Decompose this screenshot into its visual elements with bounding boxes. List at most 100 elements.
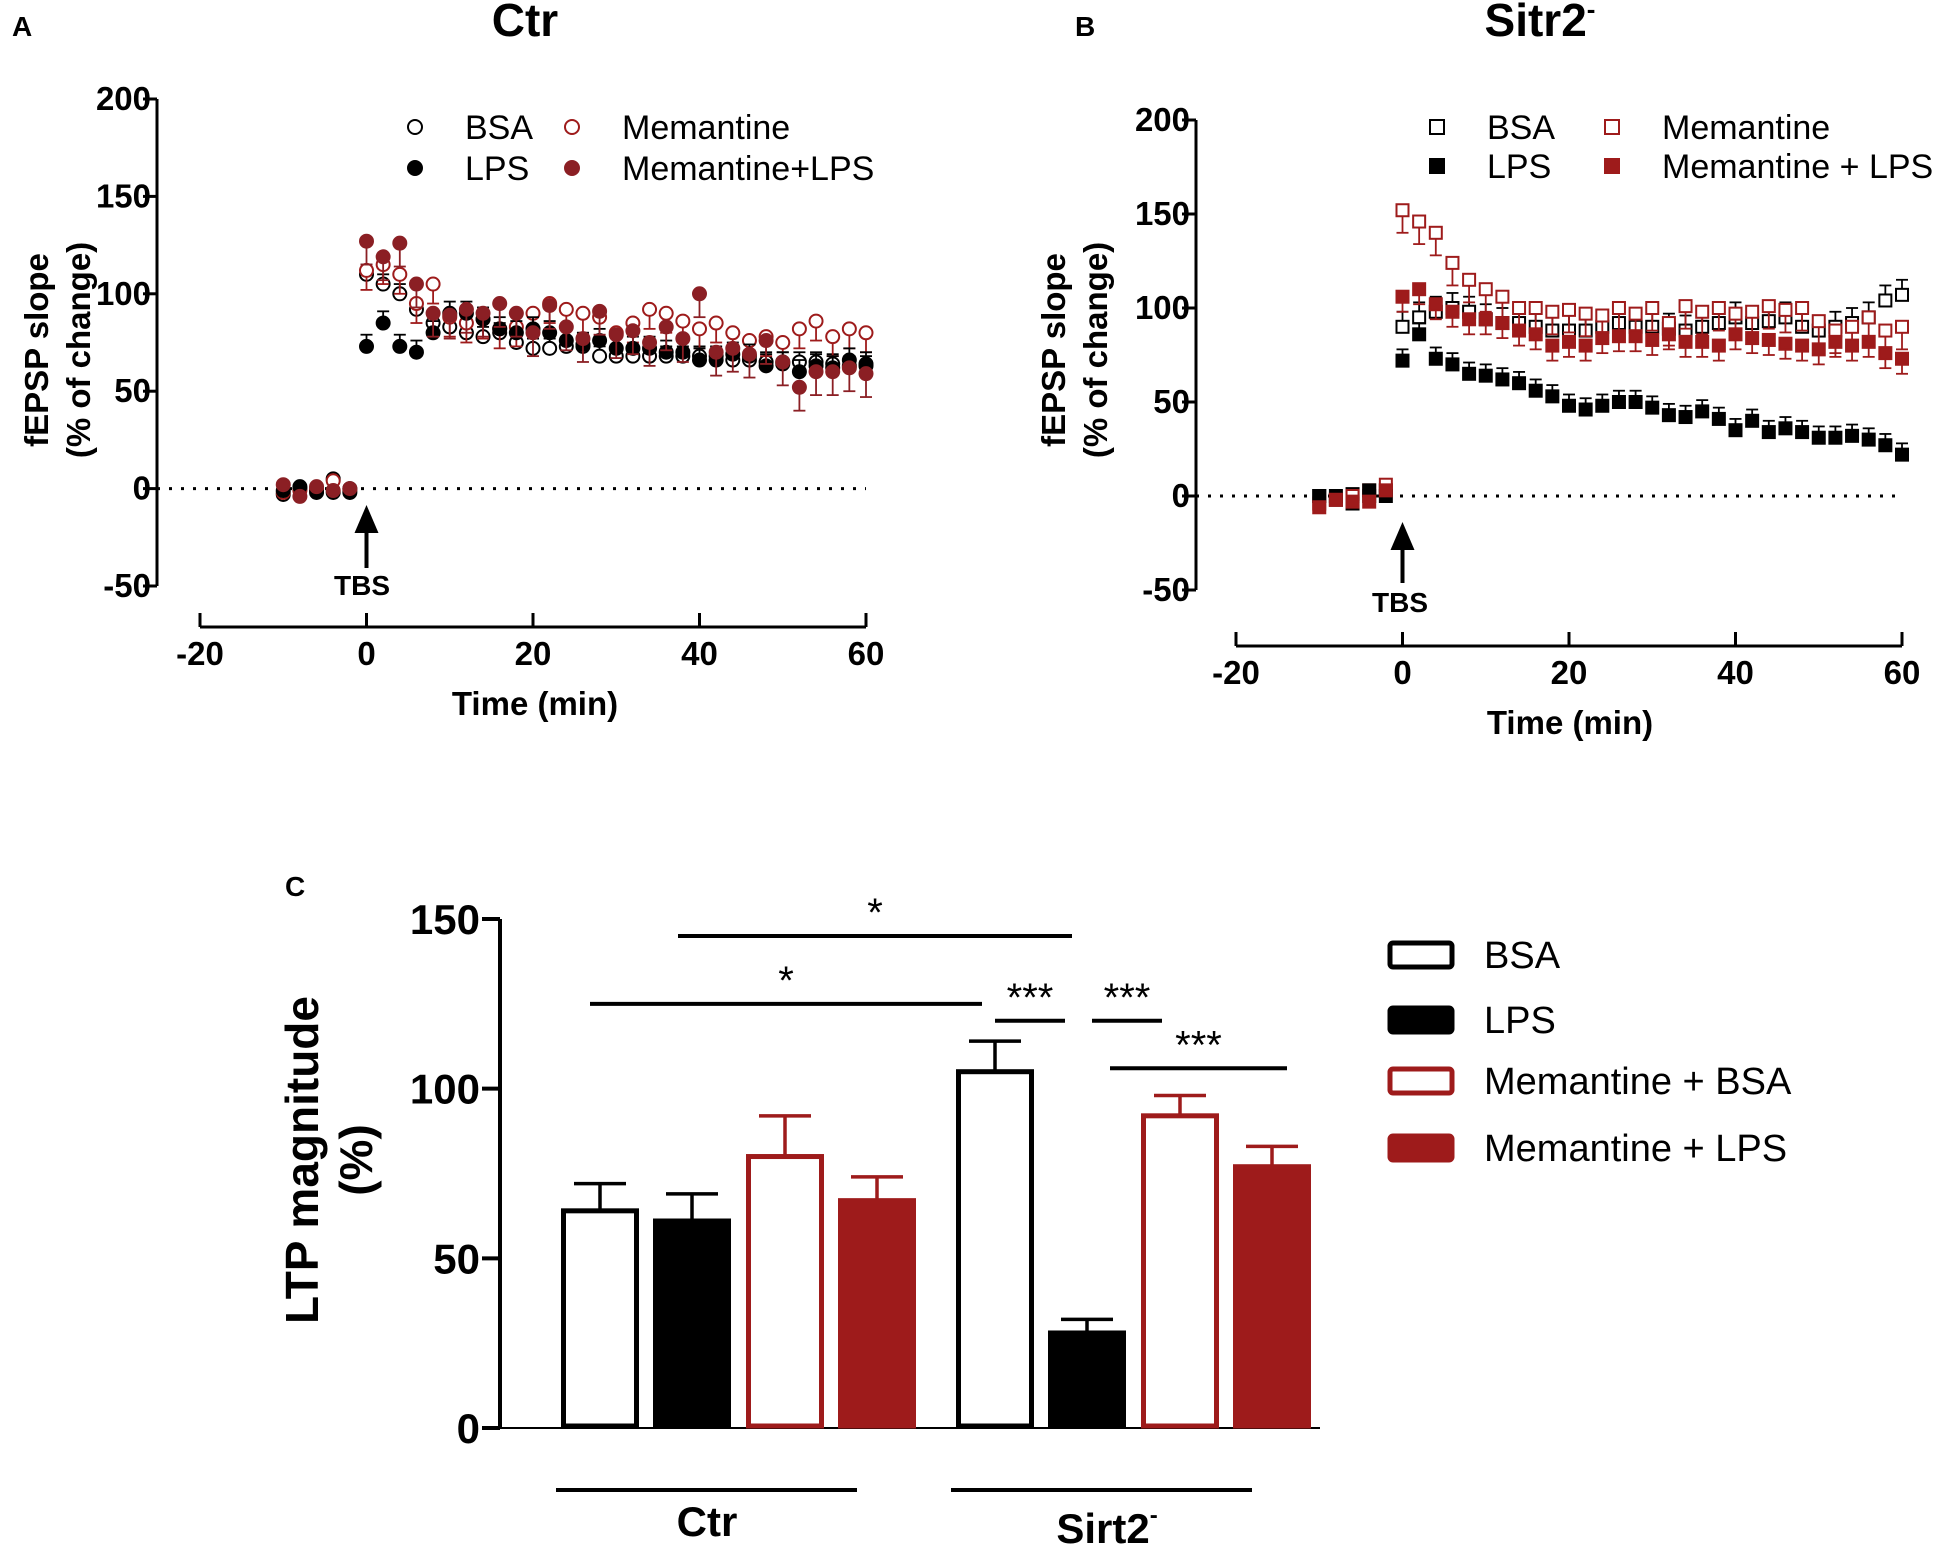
legend-label: Memantine + BSA (1484, 1061, 1792, 1103)
data-point (808, 364, 824, 380)
data-point (275, 477, 291, 493)
data-point (1412, 327, 1427, 342)
data-point (359, 338, 374, 354)
data-point (1661, 316, 1676, 331)
bar-memantine-lps (838, 1198, 916, 1429)
data-point (1512, 301, 1527, 315)
data-point (1745, 413, 1760, 428)
series-lps (275, 300, 874, 500)
data-point (592, 303, 608, 319)
data-point (642, 301, 658, 317)
data-point (1678, 410, 1693, 425)
data-point (1761, 299, 1776, 314)
y-tick-label: 50 (433, 1235, 480, 1282)
y-tick-label: 150 (1135, 195, 1190, 232)
data-point (692, 286, 707, 302)
panel-a-title: Ctr (492, 0, 559, 46)
data-point (1811, 430, 1826, 445)
data-point (1778, 302, 1793, 317)
data-point (1678, 334, 1693, 349)
significance-label: * (778, 959, 794, 1003)
panel-a-ylabel-line1: fEPSP slope (18, 253, 55, 447)
data-point (658, 319, 674, 335)
data-point (1811, 342, 1826, 357)
bar-bsa (956, 1069, 1034, 1429)
x-tick-label: 60 (848, 635, 885, 672)
data-point (1828, 334, 1843, 349)
data-point (1795, 425, 1810, 440)
group-label-sirt2-sup: - (1150, 1502, 1158, 1529)
panel-b-title-sup: - (1587, 0, 1596, 24)
data-point (1328, 492, 1343, 507)
y-tick-label: 0 (1172, 477, 1190, 514)
data-point (392, 235, 408, 251)
y-tick-label: 100 (1135, 289, 1190, 326)
data-point (725, 325, 741, 341)
data-point (1462, 272, 1477, 287)
legend-marker (1604, 119, 1620, 135)
panel-a-tbs-label: TBS (334, 570, 390, 601)
x-tick-label: -20 (1212, 654, 1260, 691)
data-point (1795, 338, 1810, 353)
x-tick-label: 60 (1884, 654, 1921, 691)
legend-swatch (1387, 940, 1455, 970)
data-point (1495, 316, 1510, 331)
data-point (675, 331, 691, 347)
data-point (1661, 408, 1676, 423)
data-point (1845, 319, 1860, 334)
panel-b-plot: -50 0 50 100 150 200 -20 0 20 40 60 BSA Memantine LPS… (1135, 101, 1933, 691)
data-point (1545, 389, 1560, 404)
y-tick-label: 0 (133, 470, 151, 507)
x-tick-label: -20 (176, 635, 224, 672)
data-point (1861, 334, 1876, 349)
data-point (1761, 425, 1776, 440)
data-point (808, 313, 824, 329)
data-point (408, 276, 424, 292)
x-tick-label: 40 (1717, 654, 1754, 691)
data-point (592, 348, 608, 364)
data-point (542, 297, 558, 313)
data-point (1711, 411, 1726, 426)
significance-label: *** (1104, 976, 1151, 1020)
data-point (758, 333, 774, 349)
data-point (1445, 304, 1460, 319)
data-point (1428, 297, 1443, 312)
significance-label: *** (1007, 976, 1054, 1020)
data-point (575, 305, 591, 321)
data-point (408, 344, 424, 360)
data-point (1395, 289, 1410, 304)
data-point (309, 479, 325, 495)
data-point (442, 307, 458, 323)
data-point (1745, 304, 1760, 319)
data-point (1478, 282, 1493, 297)
data-point (1711, 338, 1726, 353)
data-point (1895, 447, 1909, 462)
data-point (1562, 334, 1576, 349)
data-point (1878, 346, 1893, 361)
data-point (1861, 432, 1876, 447)
data-point (425, 276, 441, 292)
data-point (1728, 327, 1743, 342)
panel-b-tbs-label: TBS (1372, 587, 1428, 618)
tbs-arrow-head (1390, 522, 1415, 550)
data-point (425, 305, 441, 321)
panel-a-xlabel: Time (min) (452, 685, 618, 722)
legend-marker (1604, 158, 1620, 174)
legend-marker (1429, 119, 1445, 135)
y-tick-label: -50 (1142, 571, 1190, 608)
legend-marker (1429, 158, 1445, 174)
data-point (342, 481, 358, 497)
data-point (508, 305, 524, 321)
data-point (791, 364, 807, 380)
group-label-sirt2-text: Sirt2 (1056, 1505, 1149, 1549)
data-point (692, 321, 707, 337)
data-point (1528, 301, 1543, 315)
legend-marker (564, 119, 580, 135)
data-point (1845, 428, 1860, 443)
legend-marker (407, 119, 423, 135)
data-point (1395, 353, 1410, 368)
y-tick-label: 200 (1135, 101, 1190, 138)
data-point (1695, 334, 1710, 349)
data-point (658, 305, 674, 321)
